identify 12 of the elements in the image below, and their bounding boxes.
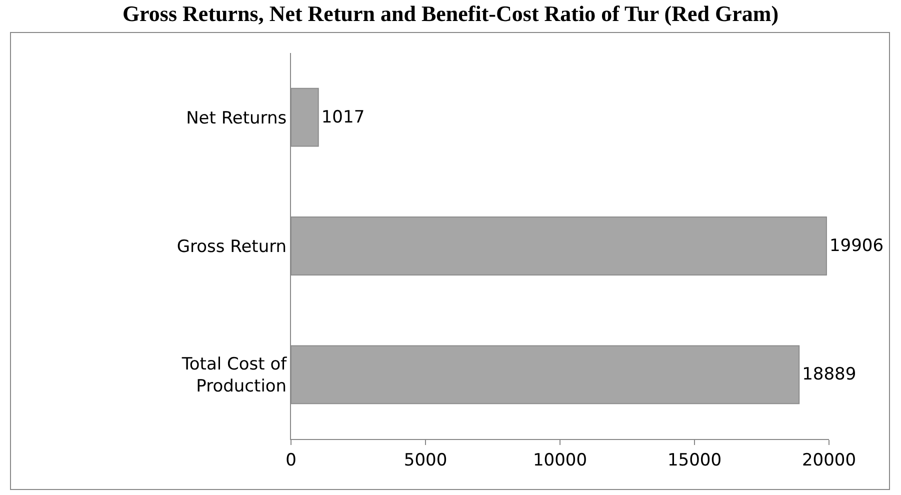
- y-tick-label: Total Cost of Production: [180, 354, 288, 397]
- x-tick-label: 5000: [404, 450, 448, 470]
- x-tick-label: 20000: [802, 450, 856, 470]
- y-tick-label: Gross Return: [176, 236, 287, 257]
- data-label: 19906: [829, 236, 884, 256]
- data-label: 18889: [802, 364, 856, 385]
- chart-title: Gross Returns, Net Return and Benefit-Cost Ratio of Tur (Red Gram): [121, 0, 780, 28]
- x-tick-label: 10000: [532, 450, 588, 470]
- x-tick-label: 15000: [667, 450, 722, 470]
- y-tick-label: Net Returns: [186, 108, 287, 128]
- data-label: 1017: [321, 107, 365, 128]
- x-tick-label: 0: [286, 450, 296, 470]
